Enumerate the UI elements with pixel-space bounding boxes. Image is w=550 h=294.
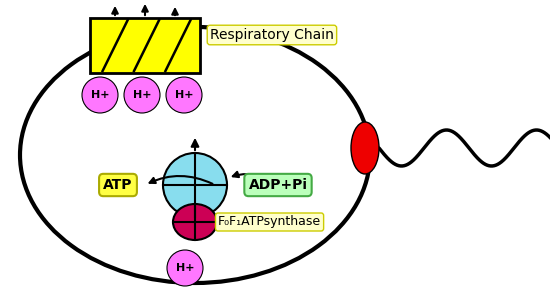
Text: Respiratory Chain: Respiratory Chain	[210, 28, 334, 42]
Text: H+: H+	[175, 90, 193, 100]
Ellipse shape	[351, 122, 379, 174]
FancyBboxPatch shape	[90, 18, 200, 73]
Text: H+: H+	[133, 90, 151, 100]
Circle shape	[82, 77, 118, 113]
Circle shape	[124, 77, 160, 113]
Circle shape	[166, 77, 202, 113]
Text: ATP: ATP	[103, 178, 133, 192]
Circle shape	[167, 250, 203, 286]
Text: H+: H+	[91, 90, 109, 100]
Text: ADP+Pi: ADP+Pi	[249, 178, 307, 192]
Ellipse shape	[173, 204, 217, 240]
Text: F₀F₁ATPsynthase: F₀F₁ATPsynthase	[218, 216, 321, 228]
Ellipse shape	[20, 27, 370, 283]
Text: H+: H+	[176, 263, 194, 273]
Ellipse shape	[163, 153, 227, 217]
